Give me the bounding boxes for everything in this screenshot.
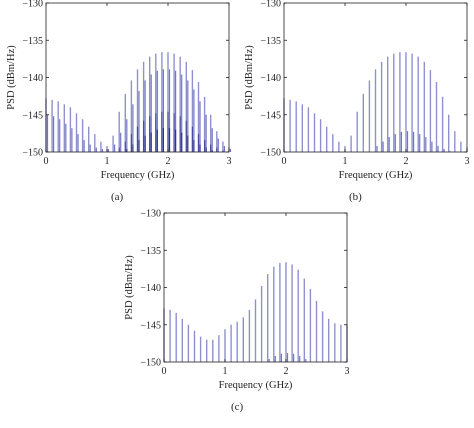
- y-tick-label: −150: [22, 148, 43, 159]
- x-tick-label: 3: [465, 156, 470, 167]
- y-tick-label: −135: [22, 36, 43, 47]
- y-tick-label: −145: [140, 320, 161, 331]
- x-tick-label: 1: [223, 366, 228, 377]
- x-axis-label: Frequency (GHz): [101, 170, 175, 181]
- x-axis-label: Frequency (GHz): [219, 380, 293, 391]
- series-1: [45, 52, 230, 152]
- x-tick-label: 1: [105, 156, 110, 167]
- y-tick-label: −130: [22, 0, 43, 10]
- y-tick-label: −130: [140, 209, 161, 220]
- series-2: [376, 131, 451, 152]
- x-tick-label: 2: [284, 366, 289, 377]
- y-tick-label: −135: [140, 246, 161, 257]
- series-2: [46, 69, 232, 152]
- panel-caption: (c): [231, 401, 244, 413]
- x-tick-label: 2: [166, 156, 171, 167]
- panel-caption: (a): [111, 191, 124, 203]
- data-marks: [163, 262, 348, 362]
- y-tick-label: −140: [22, 73, 43, 84]
- data-marks: [45, 52, 232, 152]
- series-3: [118, 111, 224, 152]
- series-1: [163, 262, 348, 362]
- series-1: [283, 52, 468, 152]
- series-2: [268, 353, 307, 362]
- x-tick-label: 0: [282, 156, 287, 167]
- x-tick-label: 3: [345, 366, 350, 377]
- x-tick-label: 0: [162, 366, 167, 377]
- y-tick-label: −150: [140, 358, 161, 369]
- chart-panel-c: −130 −135 −140 −145 −150 0 1 2 3 Frequency (GHz) P…: [118, 209, 354, 414]
- x-tick-label: 2: [404, 156, 409, 167]
- x-tick-label: 1: [343, 156, 348, 167]
- x-axis-label: Frequency (GHz): [339, 170, 413, 181]
- y-tick-label: −140: [140, 283, 161, 294]
- y-axis-label: PSD (dBm/Hz): [124, 255, 135, 320]
- y-tick-label: −150: [260, 148, 281, 159]
- chart-panel-b: −130 −135 −140 −145 −150 0 1 2 3 Frequency (GHz) P…: [238, 0, 474, 203]
- panel-caption: (b): [349, 191, 362, 203]
- series-4: [126, 128, 213, 152]
- y-tick-label: −145: [22, 110, 43, 121]
- y-tick-label: −140: [260, 73, 281, 84]
- y-tick-label: −130: [260, 0, 281, 10]
- x-tick-label: 3: [227, 156, 232, 167]
- y-axis-label: PSD (dBm/Hz): [6, 45, 17, 110]
- x-tick-label: 0: [44, 156, 49, 167]
- chart-panel-a: −130 −135 −140 −145 −150 0 1 2 3 Frequency (GHz) P…: [0, 0, 236, 203]
- y-axis-label: PSD (dBm/Hz): [244, 45, 255, 110]
- y-tick-label: −135: [260, 36, 281, 47]
- y-tick-label: −145: [260, 110, 281, 121]
- data-marks: [283, 52, 468, 152]
